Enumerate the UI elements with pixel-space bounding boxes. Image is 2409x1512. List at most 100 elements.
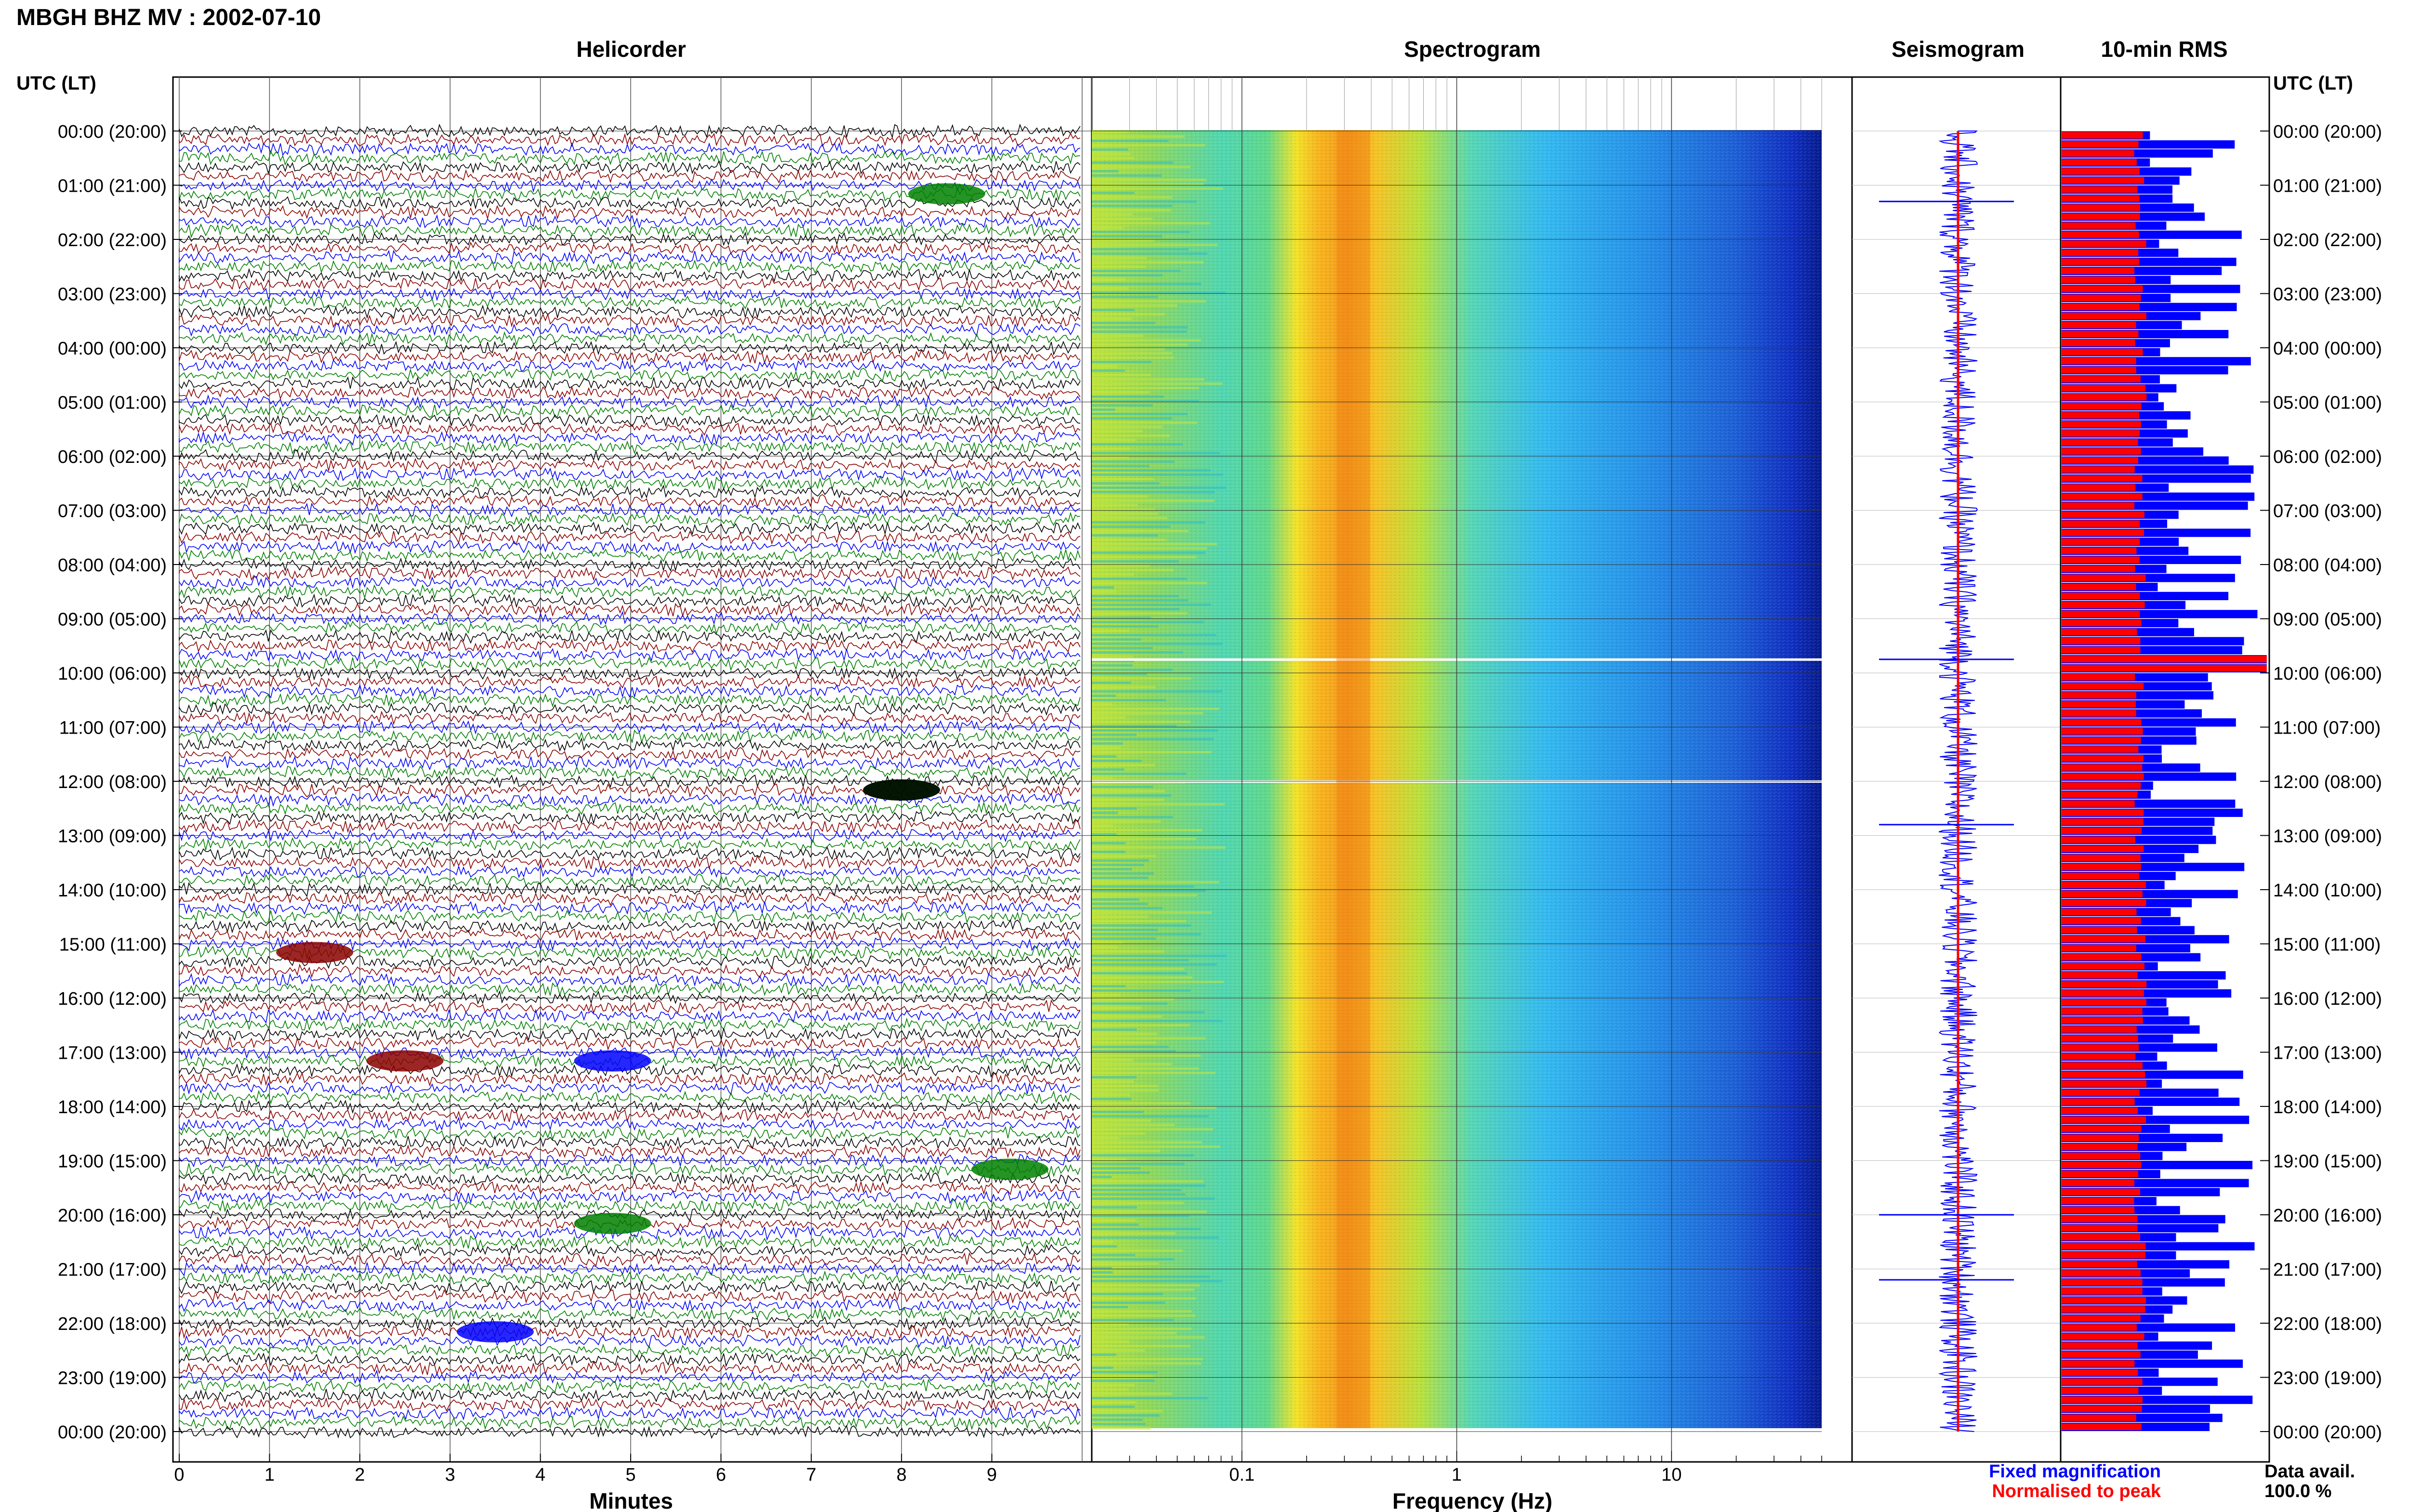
helicorder-trace: [179, 205, 1081, 220]
minute-tick-label: 2: [355, 1465, 365, 1485]
helicorder-trace: [179, 1369, 1081, 1384]
helicorder-trace: [179, 620, 1081, 635]
helicorder-trace: [179, 223, 1081, 238]
frequency-axis-label: Frequency (Hz): [1392, 1488, 1552, 1512]
helicorder-trace: [179, 177, 1081, 193]
time-label-right: 22:00 (18:00): [2273, 1314, 2382, 1334]
rms-bar-normalised: [2062, 556, 2140, 563]
time-label-right: 08:00 (04:00): [2273, 555, 2382, 576]
rms-bar-normalised: [2062, 240, 2146, 247]
helicorder-trace: [179, 123, 1081, 139]
time-label-left: 11:00 (07:00): [59, 718, 167, 738]
helicorder-trace: [179, 1415, 1081, 1431]
rms-bar-normalised: [2062, 1216, 2138, 1223]
helicorder-event: [971, 1158, 1049, 1180]
helicorder-trace: [179, 304, 1081, 319]
helicorder-event: [574, 1050, 651, 1072]
rms-bar-normalised: [2062, 935, 2145, 943]
helicorder-trace: [179, 1017, 1081, 1033]
rms-bar-normalised: [2062, 267, 2135, 274]
helicorder-trace: [179, 1361, 1081, 1376]
helicorder-trace: [179, 358, 1081, 373]
rms-bar-normalised: [2062, 150, 2134, 157]
minute-tick-label: 4: [535, 1465, 545, 1485]
helicorder-trace: [179, 150, 1080, 166]
helicorder-trace: [179, 341, 1081, 356]
helicorder-trace: [179, 638, 1081, 653]
rms-bar-normalised: [2062, 439, 2138, 446]
rms-bar-normalised: [2062, 294, 2141, 302]
rms-bar-normalised: [2062, 222, 2136, 229]
minute-tick-label: 5: [625, 1465, 635, 1485]
rms-bar-normalised: [2062, 855, 2141, 861]
time-label-left: 02:00 (22:00): [58, 230, 167, 250]
rms-bar-normalised: [2062, 602, 2145, 608]
rms-bar-normalised: [2062, 1035, 2138, 1042]
helicorder-event: [908, 183, 985, 205]
rms-bar-normalised: [2062, 999, 2146, 1006]
rms-bar-normalised: [2062, 701, 2136, 708]
rms-bar-normalised: [2062, 1369, 2138, 1376]
rms-bar-normalised: [2062, 863, 2141, 870]
rms-bar-normalised: [2062, 1026, 2137, 1033]
helicorder-trace: [179, 1162, 1081, 1178]
rms-bar-normalised: [2062, 276, 2135, 283]
helicorder-trace: [179, 1144, 1081, 1159]
helicorder-trace: [179, 629, 1081, 644]
rms-bar-normalised: [2062, 1252, 2146, 1259]
helicorder-trace: [179, 909, 1081, 924]
rms-bar-normalised: [2062, 728, 2143, 735]
rms-bar-normalised: [2062, 1387, 2139, 1394]
rms-bar-normalised: [2062, 1360, 2135, 1367]
rms-bar-normalised: [2062, 891, 2143, 897]
rms-bar-normalised: [2062, 502, 2134, 509]
helicorder-trace: [179, 1325, 1081, 1340]
helicorder-trace: [179, 259, 1081, 274]
helicorder-trace: [179, 231, 1081, 246]
rms-bar-normalised: [2062, 683, 2144, 690]
minute-tick-label: 3: [445, 1465, 455, 1485]
rms-bar-normalised: [2062, 908, 2137, 916]
rms-bar-normalised: [2062, 1071, 2145, 1078]
rms-bar-normalised: [2062, 1324, 2137, 1331]
helicorder-trace: [179, 313, 1081, 329]
helicorder-trace: [179, 837, 1081, 853]
helicorder-trace: [179, 1234, 1081, 1249]
rms-bar-normalised: [2062, 827, 2142, 834]
time-label-left: 09:00 (05:00): [58, 610, 167, 630]
helicorder-trace: [179, 1243, 1081, 1258]
time-label-right: 01:00 (21:00): [2273, 176, 2382, 197]
helicorder-trace: [179, 611, 1081, 626]
rms-bar-normalised: [2062, 177, 2144, 184]
rms-bar-normalised: [2062, 313, 2146, 319]
rms-bar-normalised: [2062, 1243, 2146, 1249]
minute-tick-label: 1: [265, 1465, 275, 1485]
minute-tick-label: 7: [806, 1465, 816, 1485]
helicorder-trace: [179, 449, 1081, 463]
time-label-right: 21:00 (17:00): [2273, 1260, 2382, 1280]
helicorder-trace: [179, 901, 1081, 915]
rms-title: 10-min RMS: [2101, 37, 2227, 62]
time-label-right: 17:00 (13:00): [2273, 1043, 2382, 1064]
time-label-left: 06:00 (02:00): [58, 447, 167, 467]
time-label-left: 00:00 (20:00): [58, 122, 167, 142]
helicorder-trace: [179, 919, 1081, 933]
rms-bar-normalised: [2062, 412, 2139, 419]
helicorder-trace: [179, 720, 1081, 736]
rms-bar-normalised: [2062, 430, 2140, 437]
helicorder-trace: [179, 1261, 1081, 1277]
rms-bar-normalised: [2062, 258, 2139, 265]
spectrogram-panel: 0.1 1 10: [1091, 76, 1853, 1485]
rms-bar-normalised: [2062, 457, 2138, 464]
rms-bar-normalised: [2062, 511, 2144, 518]
time-label-right: 02:00 (22:00): [2273, 230, 2382, 250]
time-label-left: 13:00 (09:00): [58, 827, 167, 847]
rms-bar-normalised: [2062, 1180, 2134, 1186]
rms-bar-normalised: [2062, 141, 2139, 148]
helicorder-trace: [179, 1108, 1081, 1123]
legend-fixed-magnification: Fixed magnification: [1989, 1461, 2161, 1482]
helicorder-trace: [179, 169, 1081, 184]
rms-bar-normalised: [2062, 538, 2140, 545]
rms-bar-normalised: [2062, 656, 2267, 663]
